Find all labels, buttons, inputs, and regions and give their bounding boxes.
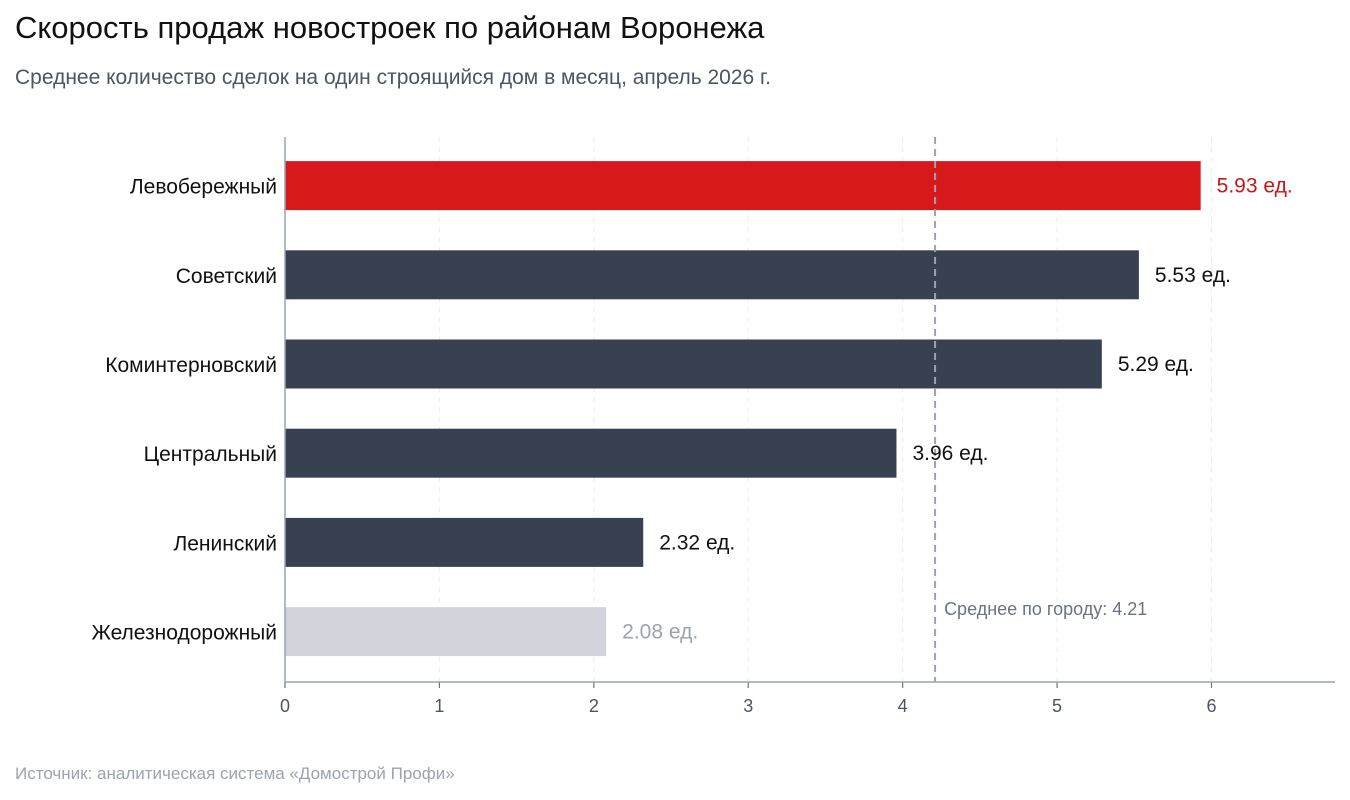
chart-subtitle: Среднее количество сделок на один строящ… <box>15 66 771 89</box>
bar-2 <box>285 339 1102 389</box>
x-tick-labels: 0 1 2 3 4 5 6 <box>280 696 1216 716</box>
value-label: 2.32 ед. <box>659 531 735 554</box>
x-tick-label: 5 <box>1052 696 1062 716</box>
value-label: 5.29 ед. <box>1118 353 1194 376</box>
value-label: 3.96 ед. <box>912 442 988 465</box>
x-tick-label: 4 <box>898 696 908 716</box>
x-tick-label: 3 <box>743 696 753 716</box>
chart-title: Скорость продаж новостроек по районам Во… <box>15 10 765 45</box>
x-tick-label: 2 <box>589 696 599 716</box>
source-note: Источник: аналитическая система «Домостр… <box>15 764 455 783</box>
bar-3 <box>285 428 897 478</box>
axes <box>284 137 1335 688</box>
reference-line-label: Среднее по городу: 4.21 <box>944 599 1147 619</box>
value-label: 2.08 ед. <box>622 621 698 644</box>
category-label: Железнодорожный <box>91 622 277 645</box>
value-label: 5.53 ед. <box>1155 264 1231 287</box>
category-label: Левобережный <box>130 176 277 199</box>
bars <box>285 161 1201 657</box>
category-label: Коминтерновский <box>105 354 277 377</box>
x-tick-label: 1 <box>434 696 444 716</box>
x-tick-label: 0 <box>280 696 290 716</box>
reference-line-group: Среднее по городу: 4.21 <box>934 137 1147 682</box>
category-label: Ленинский <box>173 532 277 555</box>
category-label: Советский <box>176 265 277 288</box>
bar-4 <box>285 517 644 567</box>
bar-0 <box>285 161 1201 211</box>
bar-5 <box>285 607 607 657</box>
bar-chart: Среднее по городу: 4.21 0 1 2 3 4 5 6 Левобере… <box>91 137 1335 716</box>
value-label: 5.93 ед. <box>1217 175 1293 198</box>
labels: Левобережный 5.93 ед. Советский 5.53 ед. Ком… <box>91 175 1292 645</box>
category-label: Центральный <box>144 443 277 466</box>
x-tick-label: 6 <box>1206 696 1216 716</box>
grid-lines <box>438 137 1212 682</box>
bar-1 <box>285 250 1139 300</box>
